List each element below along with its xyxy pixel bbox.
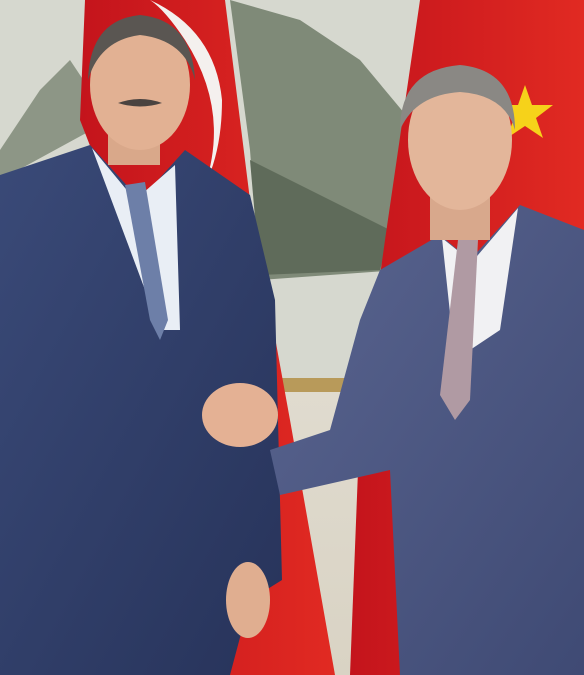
- handshake: [202, 383, 278, 447]
- tie-left: [125, 182, 168, 340]
- mustache: [118, 99, 162, 107]
- face-right: [408, 70, 512, 210]
- suit-left: [0, 145, 282, 675]
- crescent: [150, 0, 222, 185]
- tie-right: [440, 240, 478, 420]
- hand-left: [226, 562, 270, 638]
- suit-right: [270, 205, 584, 675]
- hair-right: [400, 65, 515, 130]
- face-left: [90, 20, 190, 150]
- star: [497, 85, 553, 138]
- hair-left: [88, 15, 195, 80]
- trees: [250, 160, 390, 275]
